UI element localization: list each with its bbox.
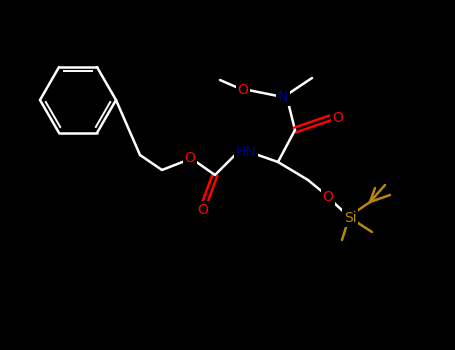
Text: O: O [333,111,344,125]
Text: N: N [278,90,288,104]
Text: O: O [185,151,196,165]
Text: O: O [323,190,334,204]
Text: O: O [197,203,208,217]
Text: O: O [238,83,248,97]
Text: HN: HN [236,145,256,159]
Text: Si: Si [344,211,356,225]
